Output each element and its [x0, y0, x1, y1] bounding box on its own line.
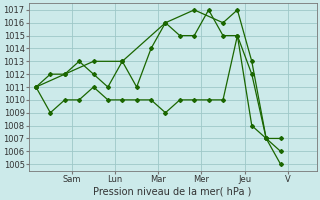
X-axis label: Pression niveau de la mer( hPa ): Pression niveau de la mer( hPa ) [93, 187, 252, 197]
